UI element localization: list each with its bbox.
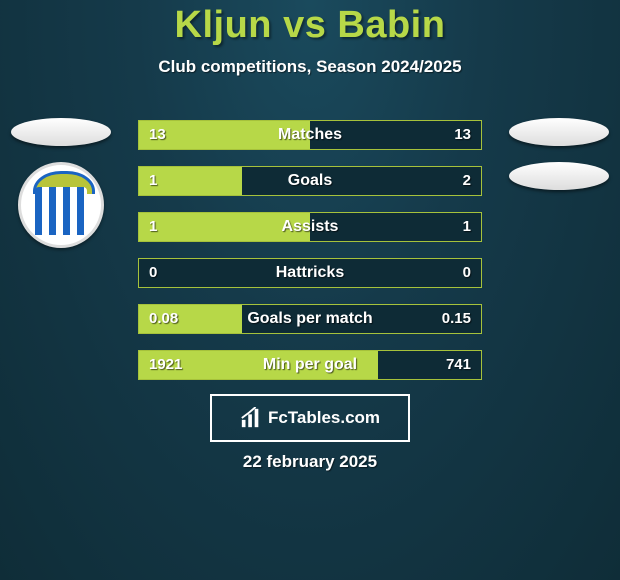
page-title: Kljun vs Babin — [0, 0, 620, 47]
player-a-club-logo — [18, 162, 104, 248]
stat-bars: 1313Matches 12Goals 11Assists 00Hattricks 0.… — [138, 120, 482, 396]
stat-bar: 00Hattricks — [138, 258, 482, 288]
bar-chart-icon — [240, 407, 262, 429]
stat-label: Assists — [139, 213, 481, 243]
player-b-logos — [504, 118, 614, 190]
stat-label: Goals per match — [139, 305, 481, 335]
brand-box[interactable]: FcTables.com — [210, 394, 410, 442]
stat-label: Min per goal — [139, 351, 481, 381]
stat-bar: 1313Matches — [138, 120, 482, 150]
stat-label: Goals — [139, 167, 481, 197]
stat-bar: 11Assists — [138, 212, 482, 242]
stat-label: Matches — [139, 121, 481, 151]
player-a-national-logo — [11, 118, 111, 146]
date: 22 february 2025 — [0, 452, 620, 472]
stat-label: Hattricks — [139, 259, 481, 289]
stat-bar: 1921741Min per goal — [138, 350, 482, 380]
player-b-club-logo — [509, 162, 609, 190]
subtitle: Club competitions, Season 2024/2025 — [0, 57, 620, 77]
player-b-national-logo — [509, 118, 609, 146]
comparison-card: Kljun vs Babin Club competitions, Season… — [0, 0, 620, 580]
player-a-logos — [6, 118, 116, 248]
stat-bar: 12Goals — [138, 166, 482, 196]
stat-bar: 0.080.15Goals per match — [138, 304, 482, 334]
brand-text: FcTables.com — [268, 408, 380, 428]
